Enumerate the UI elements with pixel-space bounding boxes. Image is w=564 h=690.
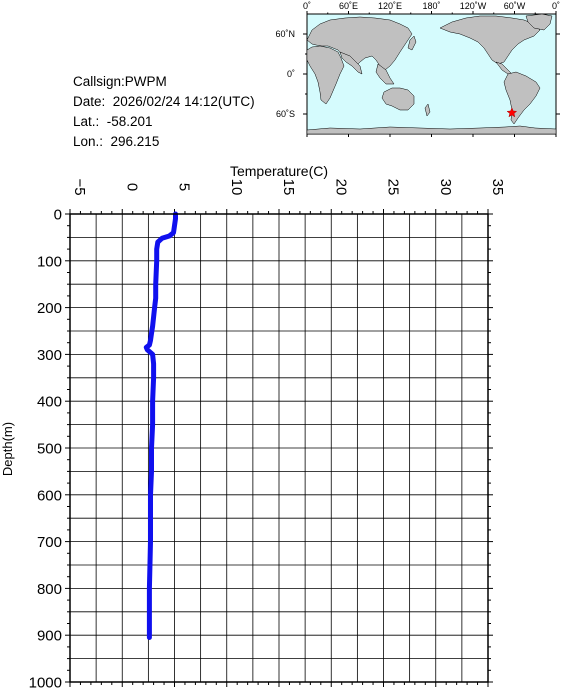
y-tick-label: 200: [37, 300, 62, 317]
land-southeast-asia: [375, 63, 395, 85]
map-lon-label: 0˚: [303, 1, 311, 11]
land-africa: [306, 45, 345, 105]
y-tick-label: 500: [37, 441, 62, 458]
map-lon-label: 60˚W: [504, 1, 526, 11]
map-lon-label: 180˚: [422, 1, 440, 11]
land-australia: [381, 87, 415, 111]
map-lon-label: 60˚E: [339, 1, 358, 11]
land-antarctica: [306, 125, 557, 135]
land-arabia-india: [339, 51, 363, 75]
x-tick-label: 15: [280, 179, 297, 196]
station-marker-star-icon: [506, 107, 518, 118]
x-tick-label: 5: [176, 183, 193, 191]
y-tick-label: 900: [37, 628, 62, 645]
world-map: 0˚ 60˚E 120˚E 180˚ 120˚W 60˚W 0˚ 60˚N 0˚ 60˚S: [275, 1, 560, 137]
chart-series: [143, 211, 178, 640]
map-lon-label: 0˚: [552, 1, 560, 11]
chart-grid: [70, 214, 488, 682]
map-lat-label: 60˚N: [275, 29, 295, 39]
map-ticks: [303, 11, 560, 137]
land-new-zealand: [424, 103, 431, 117]
x-axis-ticks: −5 0 5 10 15 20 25 30 35: [69, 178, 506, 687]
latitude-label: Lat.: -58.201: [73, 114, 153, 129]
station-info: Callsign:PWPM Date: 2026/02/24 14:12(UTC…: [73, 72, 255, 152]
y-tick-label: 0: [54, 207, 62, 224]
land-japan: [407, 35, 417, 51]
callsign-label: Callsign:PWPM: [73, 74, 167, 89]
x-tick-label: 25: [385, 179, 402, 196]
map-lat-label: 0˚: [287, 69, 295, 79]
map-lon-label: 120˚E: [378, 1, 402, 11]
x-tick-label: −5: [71, 178, 88, 195]
y-tick-label: 800: [37, 581, 62, 598]
x-tick-label: 0: [123, 183, 140, 191]
star-icon: [506, 107, 518, 118]
map-top-labels: 0˚ 60˚E 120˚E 180˚ 120˚W 60˚W 0˚: [303, 1, 560, 11]
x-axis-title: Temperature(C): [230, 163, 328, 179]
y-axis-title: Depth(m): [0, 422, 15, 476]
y-tick-label: 100: [37, 253, 62, 270]
y-tick-label: 600: [37, 487, 62, 504]
map-lat-label: 60˚S: [276, 109, 295, 119]
temperature-profile-line: [143, 211, 178, 640]
land-greenland: [525, 13, 553, 31]
x-tick-label: 10: [228, 179, 245, 196]
plot-frame: [69, 213, 489, 683]
x-tick-label: 30: [437, 179, 454, 196]
x-tick-label: 35: [489, 179, 506, 196]
y-tick-label: 1000: [29, 675, 62, 690]
x-tick-label: 20: [332, 179, 349, 196]
land-north-america: [439, 15, 541, 65]
longitude-label: Lon.: 296.215: [73, 134, 160, 149]
y-tick-label: 300: [37, 347, 62, 364]
date-label: Date: 2026/02/24 14:12(UTC): [73, 94, 255, 109]
y-tick-label: 700: [37, 534, 62, 551]
y-tick-label: 400: [37, 394, 62, 411]
map-left-labels: 60˚N 0˚ 60˚S: [275, 29, 295, 119]
map-lon-label: 120˚W: [460, 1, 487, 11]
